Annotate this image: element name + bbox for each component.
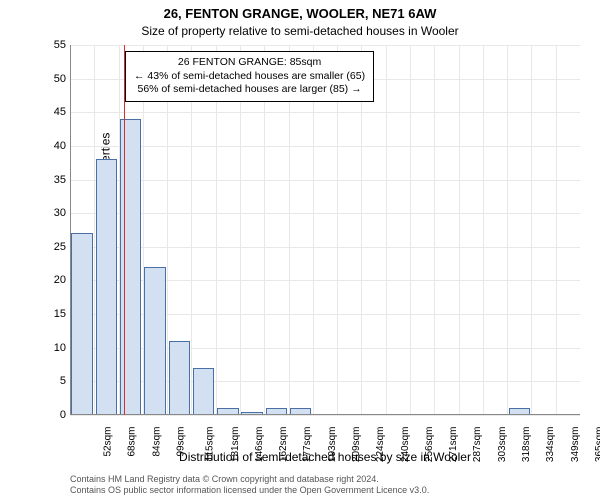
y-tick-label: 40	[36, 140, 66, 152]
histogram-bar	[144, 267, 165, 415]
annotation-box: 26 FENTON GRANGE: 85sqm← 43% of semi-det…	[125, 51, 374, 102]
y-tick-label: 55	[36, 39, 66, 51]
histogram-bar	[169, 341, 190, 415]
grid-line-vertical	[556, 45, 557, 415]
grid-line-vertical	[459, 45, 460, 415]
grid-line-vertical	[483, 45, 484, 415]
grid-line-vertical	[386, 45, 387, 415]
grid-line-vertical	[531, 45, 532, 415]
chart-container: 26, FENTON GRANGE, WOOLER, NE71 6AW Size…	[0, 0, 600, 500]
y-tick-label: 30	[36, 207, 66, 219]
y-tick-label: 35	[36, 174, 66, 186]
grid-line-horizontal	[70, 146, 580, 147]
annotation-line2: ← 43% of semi-detached houses are smalle…	[134, 70, 365, 84]
annotation-line1: 26 FENTON GRANGE: 85sqm	[134, 56, 365, 70]
grid-line-horizontal	[70, 112, 580, 113]
y-tick-label: 5	[36, 375, 66, 387]
footer-line1: Contains HM Land Registry data © Crown c…	[70, 474, 429, 485]
y-tick-label: 10	[36, 342, 66, 354]
histogram-bar	[193, 368, 214, 415]
plot-area: 26 FENTON GRANGE: 85sqm← 43% of semi-det…	[70, 45, 580, 415]
y-tick-label: 15	[36, 308, 66, 320]
y-tick-label: 0	[36, 409, 66, 421]
grid-line-horizontal	[70, 247, 580, 248]
grid-line-horizontal	[70, 45, 580, 46]
x-axis-label: Distribution of semi-detached houses by …	[70, 450, 580, 464]
grid-line-horizontal	[70, 415, 580, 416]
chart-title-sub: Size of property relative to semi-detach…	[0, 24, 600, 38]
grid-line-vertical	[507, 45, 508, 415]
y-axis-line	[70, 45, 71, 415]
histogram-bar	[96, 159, 117, 415]
grid-line-vertical	[434, 45, 435, 415]
annotation-line3: 56% of semi-detached houses are larger (…	[134, 83, 365, 97]
y-tick-label: 20	[36, 274, 66, 286]
x-axis-line	[70, 414, 580, 415]
x-tick-label: 365sqm	[594, 427, 600, 463]
footer-line2: Contains OS public sector information li…	[70, 485, 429, 496]
footer-attribution: Contains HM Land Registry data © Crown c…	[70, 474, 429, 496]
y-tick-label: 25	[36, 241, 66, 253]
chart-title-main: 26, FENTON GRANGE, WOOLER, NE71 6AW	[0, 6, 600, 21]
y-tick-label: 45	[36, 106, 66, 118]
grid-line-horizontal	[70, 213, 580, 214]
grid-line-horizontal	[70, 180, 580, 181]
grid-line-vertical	[410, 45, 411, 415]
y-tick-label: 50	[36, 73, 66, 85]
histogram-bar	[71, 233, 92, 415]
